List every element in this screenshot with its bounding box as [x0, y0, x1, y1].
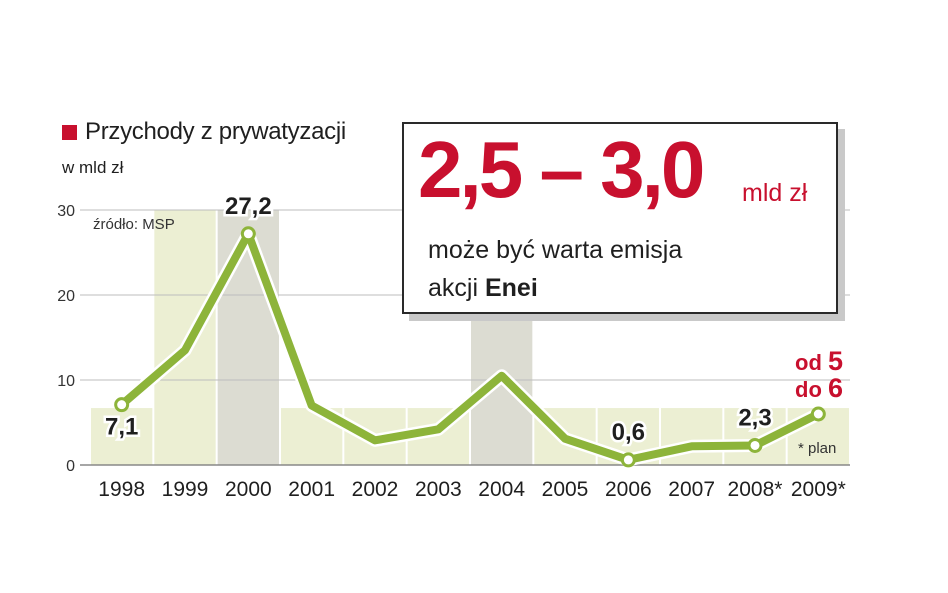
- data-point-2009*: [810, 406, 826, 422]
- x-tick-label: 1999: [162, 478, 209, 501]
- series-line: [115, 227, 825, 467]
- callout-company: Enei: [484, 274, 538, 302]
- plan-to-value: 6: [828, 373, 844, 403]
- source-note: źródło: MSP: [93, 216, 175, 233]
- x-tick-label: 2008*: [728, 478, 783, 501]
- x-tick-label: 2002: [352, 478, 399, 501]
- callout-unit: mld zł: [742, 179, 808, 207]
- y-tick-label: 10: [57, 373, 75, 390]
- data-label: 7,1: [105, 414, 138, 441]
- data-point-2000: [240, 226, 256, 242]
- x-tick-label: 2001: [288, 478, 335, 501]
- data-label: 2,3: [738, 404, 771, 431]
- x-axis-ticks: 1998 1999 2000 2001 2002 2003 2004 2005 2006 2007…: [98, 478, 845, 501]
- y-axis-ticks: 0 10 20 30: [57, 203, 75, 475]
- data-points: [114, 226, 826, 468]
- plan-to-prefix: do: [795, 377, 828, 402]
- plan-footnote: * plan: [798, 440, 837, 457]
- unit-label: w mld zł: [62, 158, 124, 177]
- legend-swatch: [62, 124, 77, 140]
- callout-text-prefix: akcji: [428, 274, 485, 302]
- data-point-2006: [620, 452, 636, 468]
- callout-text-line2: akcji Enei: [428, 274, 538, 303]
- callout-box: 2,5 – 3,0 mld zł może być warta emisja a…: [402, 122, 838, 314]
- x-tick-label: 2000: [225, 478, 272, 501]
- plan-range-label: od 5 do 6: [795, 346, 843, 404]
- x-tick-label: 2009*: [791, 478, 846, 501]
- y-tick-label: 0: [66, 458, 75, 475]
- x-tick-label: 2007: [668, 478, 715, 501]
- band-1998: [91, 408, 153, 465]
- callout-value: 2,5 – 3,0: [418, 125, 705, 214]
- data-labels: 7,17,127,227,20,60,62,32,3: [102, 190, 774, 448]
- plan-from-prefix: od: [795, 350, 828, 375]
- x-tick-label: 1998: [98, 478, 145, 501]
- legend-label: Przychody z prywatyzacji: [85, 118, 346, 145]
- data-point-2008*: [747, 437, 763, 453]
- data-label: 0,6: [612, 419, 645, 446]
- x-tick-label: 2005: [542, 478, 589, 501]
- data-label-halo: 27,2: [225, 193, 272, 220]
- data-label-halo: 7,1: [105, 414, 138, 441]
- plan-from-value: 5: [828, 346, 844, 376]
- data-label-halo: 0,6: [612, 419, 645, 446]
- data-label: 27,2: [225, 193, 272, 220]
- data-label-halo: 2,3: [738, 404, 771, 431]
- x-tick-label: 2006: [605, 478, 652, 501]
- y-tick-label: 20: [57, 288, 75, 305]
- data-point-1998: [114, 397, 130, 413]
- legend: Przychody z prywatyzacji: [62, 118, 346, 146]
- y-tick-label: 30: [57, 203, 75, 220]
- x-tick-label: 2004: [478, 478, 525, 501]
- x-tick-label: 2003: [415, 478, 462, 501]
- callout-text-line1: może być warta emisja: [428, 236, 683, 264]
- series-line-path: [117, 229, 823, 464]
